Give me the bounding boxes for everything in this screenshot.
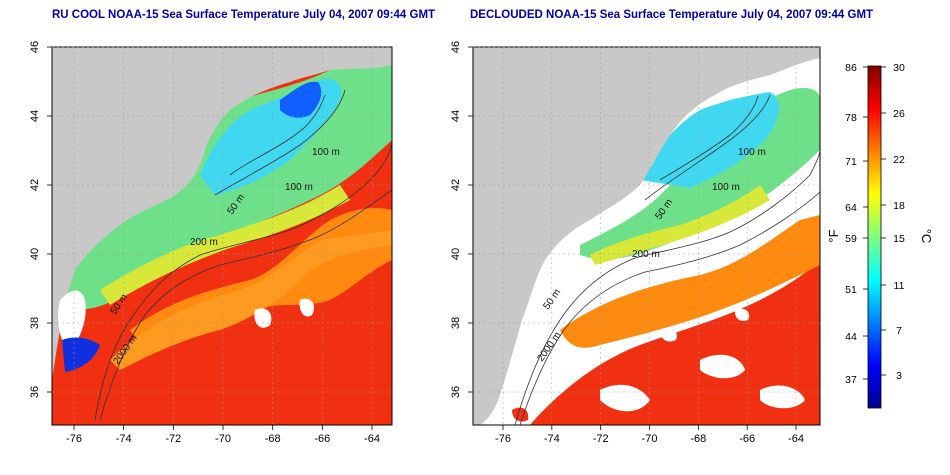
- contour-200m: [514, 149, 820, 425]
- left-map-axes: -76 -74 -72 -70 -68 -66 -64 46 44 42 40 38 36: [29, 41, 392, 445]
- fahrenheit-tick-label: 44: [845, 331, 857, 343]
- celsius-unit-label: °C: [919, 229, 934, 244]
- contour-label-100m-south: 100 m: [712, 182, 740, 193]
- left-map-x-tick-label: -74: [116, 433, 132, 445]
- right-map-x-tick-label: -72: [593, 433, 609, 445]
- celsius-tick-label: 18: [893, 200, 905, 212]
- right-map-title: DECLOUDED NOAA-15 Sea Surface Temperatur…: [470, 9, 874, 21]
- right-map-x-tick-label: -64: [788, 433, 804, 445]
- fahrenheit-tick-label: 59: [845, 233, 857, 245]
- contour-label-100m-north: 100 m: [738, 147, 766, 158]
- fahrenheit-tick-label: 51: [845, 284, 857, 296]
- celsius-tick-label: 11: [894, 280, 905, 292]
- colorbar-gradient: [867, 65, 882, 409]
- cloud-patch: [58, 290, 86, 350]
- right-map-x-tick-label: -68: [690, 433, 706, 445]
- left-map-y-tick-label: 36: [29, 386, 41, 398]
- contour-200m: [94, 139, 392, 421]
- left-map-title: RU COOL NOAA-15 Sea Surface Temperature …: [52, 9, 436, 21]
- left-map-x-tick-label: -70: [215, 433, 231, 445]
- celsius-tick-label: 7: [896, 325, 902, 337]
- celsius-tick-label: 30: [893, 62, 905, 74]
- left-map-x-tick-label: -72: [165, 433, 181, 445]
- right-map-y-tick-label: 44: [450, 110, 462, 122]
- left-map-y-tick-label: 40: [29, 248, 41, 260]
- right-map-axes: -76 -74 -72 -70 -68 -66 -64 46 44 42 40 38 36: [450, 41, 820, 445]
- right-map-x-tick-label: -76: [495, 433, 511, 445]
- left-map-x-tick-label: -66: [314, 433, 330, 445]
- left-map-x-tick-label: -68: [265, 433, 281, 445]
- celsius-tick-label: 3: [896, 370, 902, 382]
- celsius-tick-label: 26: [893, 108, 905, 120]
- warm-ocean: [530, 260, 820, 425]
- fahrenheit-tick-label: 37: [845, 374, 857, 386]
- right-map-y-tick-label: 38: [450, 317, 462, 329]
- fahrenheit-tick-label: 64: [845, 202, 857, 214]
- left-map-y-tick-label: 42: [29, 179, 41, 191]
- right-map-y-tick-label: 42: [450, 179, 462, 191]
- contour-label-200m: 200 m: [632, 249, 660, 260]
- fahrenheit-unit-label: °F: [826, 229, 841, 242]
- celsius-tick-label: 15: [893, 233, 905, 245]
- contour-label-100m-north: 100 m: [312, 147, 340, 158]
- right-map-y-tick-label: 36: [450, 386, 462, 398]
- gulf-stream-warm-zone: [560, 215, 820, 348]
- land-mass: [473, 47, 820, 425]
- right-map-x-tick-label: -66: [739, 433, 755, 445]
- land-mass: [52, 47, 392, 380]
- fahrenheit-tick-label: 71: [845, 156, 857, 168]
- left-map-y-tick-label: 44: [29, 110, 41, 122]
- left-map-y-tick-label: 38: [29, 317, 41, 329]
- right-map-y-tick-label: 46: [450, 41, 462, 53]
- celsius-tick-label: 22: [893, 154, 905, 166]
- right-map-x-tick-label: -74: [544, 433, 560, 445]
- left-map-x-tick-label: -76: [66, 433, 82, 445]
- fahrenheit-tick-label: 78: [845, 112, 857, 124]
- right-map-x-tick-label: -70: [642, 433, 658, 445]
- contour-label-200m: 200 m: [190, 237, 218, 248]
- contour-label-100m-south: 100 m: [285, 182, 313, 193]
- right-map-y-tick-label: 40: [450, 248, 462, 260]
- left-map-x-tick-label: -64: [364, 433, 380, 445]
- left-map-y-tick-label: 46: [29, 41, 41, 53]
- fahrenheit-tick-label: 86: [845, 62, 857, 74]
- right-map-frame: [472, 46, 821, 426]
